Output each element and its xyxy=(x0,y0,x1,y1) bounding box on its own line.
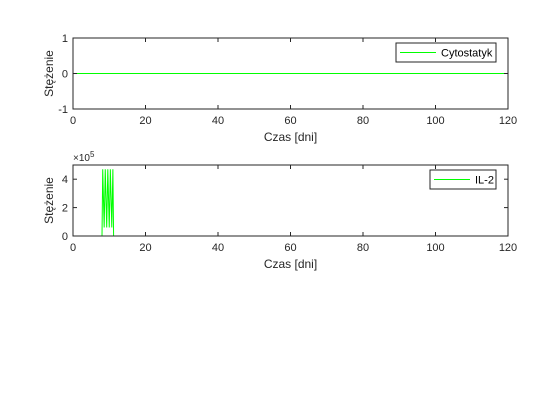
x-tick-label: 0 xyxy=(70,115,76,127)
legend-entry: Cytostatyk xyxy=(441,48,493,60)
x-axis-label: Czas [dni] xyxy=(264,130,317,144)
x-tick-label: 80 xyxy=(357,115,369,127)
x-tick-label: 120 xyxy=(499,115,517,127)
y-tick-label: 1 xyxy=(62,33,68,45)
legend-entry: IL-2 xyxy=(475,175,494,187)
x-tick-label: 40 xyxy=(212,115,224,127)
x-tick-label: 20 xyxy=(139,242,151,254)
legend-box xyxy=(395,42,497,63)
y-exponent-power: 5 xyxy=(90,150,95,159)
y-tick-label: 0 xyxy=(62,231,68,243)
x-tick-label: 60 xyxy=(284,115,296,127)
chart-2: 0 20 40 60 80 100 120 0 2 4 ×105 Czas [dni] Stężenie… xyxy=(42,150,517,271)
x-tick-label: 80 xyxy=(357,242,369,254)
y-axis-label: Stężenie xyxy=(42,50,56,97)
x-tick-label: 20 xyxy=(139,115,151,127)
x-tick-label: 120 xyxy=(499,242,517,254)
y-exponent-label: ×105 xyxy=(73,150,95,164)
y-tick-label: -1 xyxy=(58,104,68,116)
series-line-il-2 xyxy=(73,169,508,236)
x-tick-label: 100 xyxy=(426,115,444,127)
y-tick-label: 2 xyxy=(62,203,68,215)
x-tick-label: 0 xyxy=(70,242,76,254)
x-tick-label: 40 xyxy=(212,242,224,254)
x-axis-label: Czas [dni] xyxy=(264,257,317,271)
y-axis-label: Stężenie xyxy=(42,177,56,224)
y-tick-label: 0 xyxy=(62,69,68,81)
y-tick-label: 4 xyxy=(62,174,68,186)
x-tick-label: 60 xyxy=(284,242,296,254)
x-tick-label: 100 xyxy=(426,242,444,254)
